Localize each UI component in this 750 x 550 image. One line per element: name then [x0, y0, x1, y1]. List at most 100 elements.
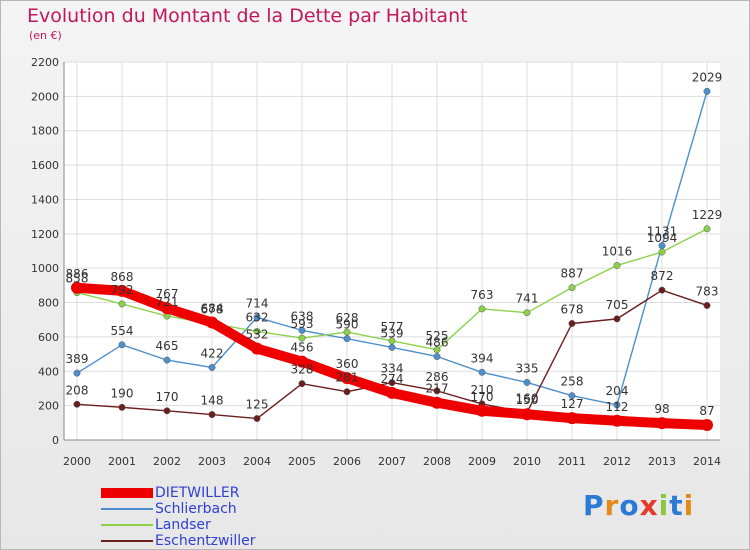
y-tick-label: 600 [38, 331, 59, 344]
legend-label: DIETWILLER [155, 485, 240, 501]
data-point-eschentzwiller [568, 320, 576, 327]
legend-swatch [101, 540, 153, 542]
legend-swatch [101, 488, 153, 498]
logo-letter: i [683, 489, 695, 522]
data-label-schlierbach: 539 [381, 326, 404, 340]
data-point-landser [253, 327, 261, 335]
y-tick-label: 1200 [31, 228, 59, 241]
data-point-schlierbach [433, 353, 441, 360]
data-point-eschentzwiller [208, 411, 216, 419]
data-point-schlierbach [298, 326, 306, 334]
data-label-dietwiller: 112 [606, 400, 629, 414]
data-label-landser: 678 [201, 303, 224, 317]
unit-label: (en €) [29, 29, 62, 42]
data-label-schlierbach: 204 [606, 384, 629, 398]
data-label-eschentzwiller: 208 [66, 383, 89, 397]
data-point-schlierbach [163, 356, 171, 364]
data-label-dietwiller: 217 [426, 382, 449, 396]
data-label-eschentzwiller: 286 [426, 370, 449, 384]
data-point-landser [658, 248, 666, 256]
data-label-dietwiller: 127 [561, 397, 584, 411]
data-point-schlierbach [388, 343, 396, 351]
data-point-dietwiller [71, 281, 83, 294]
x-tick-label: 2002 [153, 455, 181, 468]
data-label-schlierbach: 335 [516, 361, 539, 375]
data-point-landser [568, 284, 576, 292]
data-label-eschentzwiller: 190 [111, 386, 134, 400]
legend-item-eschentzwiller: Eschentzwiller [101, 533, 256, 549]
data-label-landser: 1094 [647, 231, 678, 245]
data-point-landser [703, 225, 711, 233]
data-label-eschentzwiller: 705 [606, 298, 629, 312]
y-tick-label: 0 [52, 434, 59, 447]
data-point-landser [478, 305, 486, 313]
x-tick-label: 2003 [198, 455, 226, 468]
data-point-schlierbach [208, 364, 216, 371]
x-tick-label: 2007 [378, 455, 406, 468]
x-tick-label: 2006 [333, 455, 361, 468]
proxiti-logo: Proxiti [583, 489, 694, 522]
x-tick-label: 2013 [648, 455, 676, 468]
data-point-dietwiller [611, 414, 623, 427]
y-tick-label: 800 [38, 297, 59, 310]
x-tick-label: 2004 [243, 455, 271, 468]
data-label-dietwiller: 87 [699, 404, 714, 418]
logo-letter: r [604, 489, 620, 522]
data-label-dietwiller: 868 [111, 270, 134, 284]
data-point-schlierbach [118, 341, 126, 349]
y-tick-label: 1000 [31, 262, 59, 275]
data-point-dietwiller [341, 372, 353, 385]
data-point-eschentzwiller [658, 286, 666, 294]
data-label-landser: 628 [336, 311, 359, 325]
data-point-landser [118, 300, 126, 308]
data-point-dietwiller [161, 302, 173, 315]
data-point-landser [523, 309, 531, 317]
x-tick-label: 2011 [558, 455, 586, 468]
data-label-dietwiller: 886 [66, 267, 89, 281]
data-label-eschentzwiller: 678 [561, 303, 584, 317]
data-label-landser: 763 [471, 288, 494, 302]
data-label-landser: 577 [381, 320, 404, 334]
logo-letter: o [619, 489, 640, 522]
data-point-landser [613, 261, 621, 269]
y-tick-label: 2200 [31, 56, 59, 69]
data-point-eschentzwiller [253, 415, 261, 422]
data-label-dietwiller: 98 [654, 402, 669, 416]
data-label-dietwiller: 150 [516, 393, 539, 407]
legend-label: Schlierbach [155, 501, 237, 517]
data-label-landser: 887 [561, 267, 584, 281]
data-point-dietwiller [116, 284, 128, 297]
data-label-schlierbach: 2029 [692, 70, 723, 84]
x-tick-label: 2009 [468, 455, 496, 468]
data-point-schlierbach [703, 87, 711, 95]
y-tick-label: 2000 [31, 90, 59, 103]
legend-item-dietwiller: DIETWILLER [101, 485, 256, 501]
data-label-schlierbach: 590 [336, 318, 359, 332]
data-label-eschentzwiller: 281 [336, 371, 359, 385]
logo-letter: P [583, 489, 605, 522]
data-label-eschentzwiller: 125 [246, 398, 269, 412]
data-point-schlierbach [73, 369, 81, 377]
data-point-schlierbach [523, 378, 531, 386]
data-point-dietwiller [701, 419, 713, 432]
data-point-dietwiller [296, 355, 308, 368]
data-label-eschentzwiller: 210 [471, 383, 494, 397]
data-point-eschentzwiller [73, 400, 81, 408]
legend-item-schlierbach: Schlierbach [101, 501, 256, 517]
data-label-schlierbach: 638 [291, 309, 314, 323]
x-tick-label: 2012 [603, 455, 631, 468]
data-point-dietwiller [476, 404, 488, 417]
logo-letter: t [669, 489, 684, 522]
data-label-landser: 1016 [602, 244, 633, 258]
y-tick-label: 400 [38, 365, 59, 378]
data-label-schlierbach: 554 [111, 324, 134, 338]
data-label-eschentzwiller: 334 [381, 362, 404, 376]
x-tick-label: 2008 [423, 455, 451, 468]
data-point-eschentzwiller [118, 403, 126, 411]
data-point-dietwiller [431, 396, 443, 409]
data-label-dietwiller: 170 [471, 390, 494, 404]
data-label-dietwiller: 360 [336, 357, 359, 371]
data-point-dietwiller [206, 316, 218, 329]
data-point-schlierbach [343, 335, 351, 343]
